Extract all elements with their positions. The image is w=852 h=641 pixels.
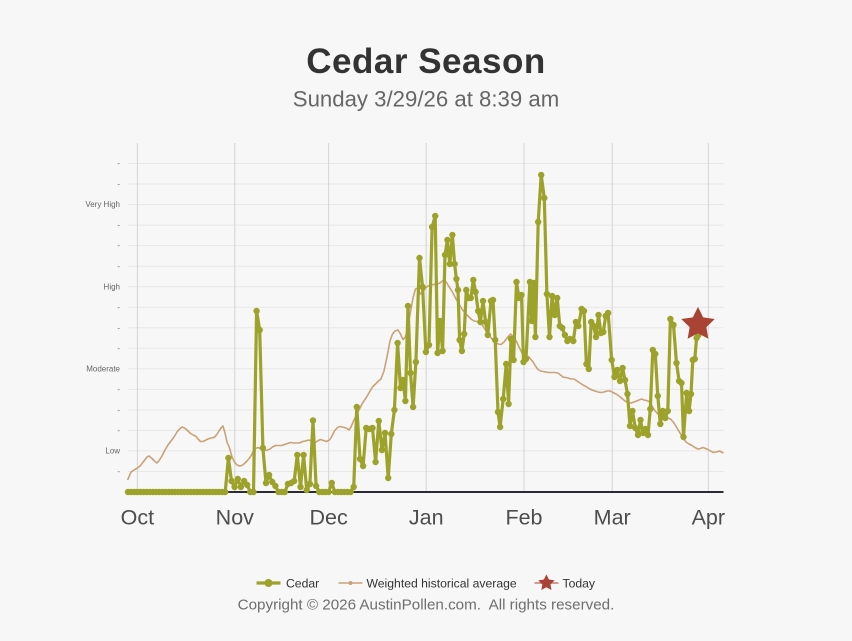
svg-text:High: High	[104, 282, 120, 291]
svg-text:-: -	[117, 159, 120, 168]
svg-text:-: -	[117, 180, 120, 189]
svg-text:-: -	[117, 385, 120, 394]
svg-text:Oct: Oct	[121, 506, 154, 530]
svg-text:-: -	[117, 426, 120, 435]
svg-text:Sunday 3/29/26 at 8:39 am: Sunday 3/29/26 at 8:39 am	[293, 87, 559, 112]
svg-text:-: -	[117, 221, 120, 230]
svg-text:Cedar: Cedar	[286, 577, 319, 591]
svg-text:-: -	[117, 467, 120, 476]
svg-text:-: -	[117, 262, 120, 271]
svg-text:-: -	[117, 303, 120, 312]
svg-text:Mar: Mar	[594, 506, 631, 530]
svg-text:Apr: Apr	[692, 506, 725, 530]
svg-text:Very High: Very High	[85, 200, 120, 209]
svg-text:Nov: Nov	[216, 506, 254, 530]
svg-text:-: -	[117, 344, 120, 353]
svg-text:Low: Low	[105, 447, 120, 456]
svg-text:Moderate: Moderate	[86, 364, 120, 373]
svg-text:Today: Today	[563, 577, 596, 591]
svg-text:Feb: Feb	[505, 506, 542, 530]
svg-text:Dec: Dec	[309, 506, 347, 530]
svg-text:Weighted historical average: Weighted historical average	[367, 577, 517, 591]
svg-text:Cedar Season: Cedar Season	[306, 42, 545, 81]
svg-text:-: -	[117, 323, 120, 332]
svg-text:Jan: Jan	[409, 506, 444, 530]
svg-text:Copyright © 2026 AustinPollen.: Copyright © 2026 AustinPollen.com. All r…	[238, 597, 615, 614]
svg-text:-: -	[117, 406, 120, 415]
svg-text:-: -	[117, 241, 120, 250]
